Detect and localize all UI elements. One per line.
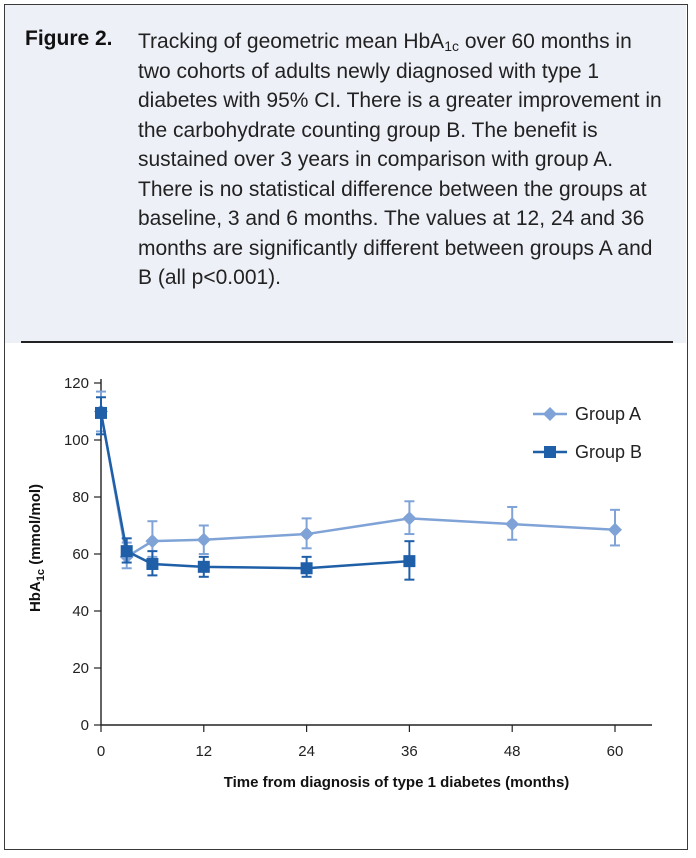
chart-legend: Group A Group B [533,404,642,462]
figure-caption: Tracking of geometric mean HbA1c over 60… [138,27,670,293]
data-point [95,406,107,419]
figure-label: Figure 2. [25,27,113,50]
data-point [145,534,160,549]
caption-text-part-2: over 60 months in two cohorts of adults … [138,30,662,289]
caption-subscript: 1c [444,38,459,54]
y-axis-title-main: HbA [27,581,44,612]
y-tick-label: 80 [72,489,89,506]
legend-label: Group B [575,442,642,462]
y-tick-label: 60 [72,546,89,563]
figure-frame: Figure 2. Tracking of geometric mean HbA… [4,4,688,850]
data-point [146,557,159,570]
caption-divider [21,341,673,343]
y-tick-label: 100 [64,432,89,449]
y-tick-label: 20 [72,660,89,677]
data-point [299,527,314,542]
y-tick-label: 120 [64,375,89,392]
x-tick-label: 24 [298,743,315,760]
x-tick-label: 12 [195,743,212,760]
y-axis-title-unit: (mmol/mol) [27,484,44,569]
x-tick-label: 36 [401,743,418,760]
series-line [99,412,410,570]
x-tick-label: 48 [504,743,521,760]
y-axis-title-sub: 1c [35,569,47,581]
data-point [197,560,210,573]
x-tick-label: 60 [607,743,624,760]
chart-axes: 0 20 40 60 80 100 120 0 12 24 36 48 60 [64,375,652,760]
legend-label: Group A [575,404,641,424]
legend-marker [543,407,557,421]
caption-panel: Figure 2. Tracking of geometric mean HbA… [5,5,686,343]
data-point [196,532,211,547]
series-group-a [94,390,622,570]
y-axis-title: HbA1c (mmol/mol) [27,484,47,612]
y-tick-label: 0 [81,717,89,734]
series-group-b [95,396,416,581]
caption-text-part-1: Tracking of geometric mean HbA [138,30,445,53]
x-tick-label: 0 [97,743,105,760]
y-tick-label: 40 [72,603,89,620]
data-point [505,517,520,532]
legend-marker [544,446,556,458]
data-point [403,555,416,568]
chart-series [94,390,622,581]
legend-item: Group B [533,442,642,462]
data-point [608,522,622,537]
legend-item: Group A [533,404,641,424]
data-point [300,562,313,575]
x-axis-title: Time from diagnosis of type 1 diabetes (… [224,774,570,791]
data-point [402,511,417,526]
series-line [99,411,616,559]
data-point [120,545,133,558]
